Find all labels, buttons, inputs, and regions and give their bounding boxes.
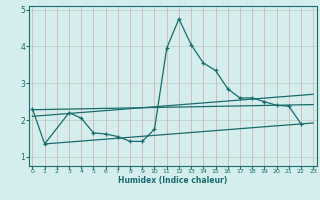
X-axis label: Humidex (Indice chaleur): Humidex (Indice chaleur) xyxy=(118,176,228,185)
